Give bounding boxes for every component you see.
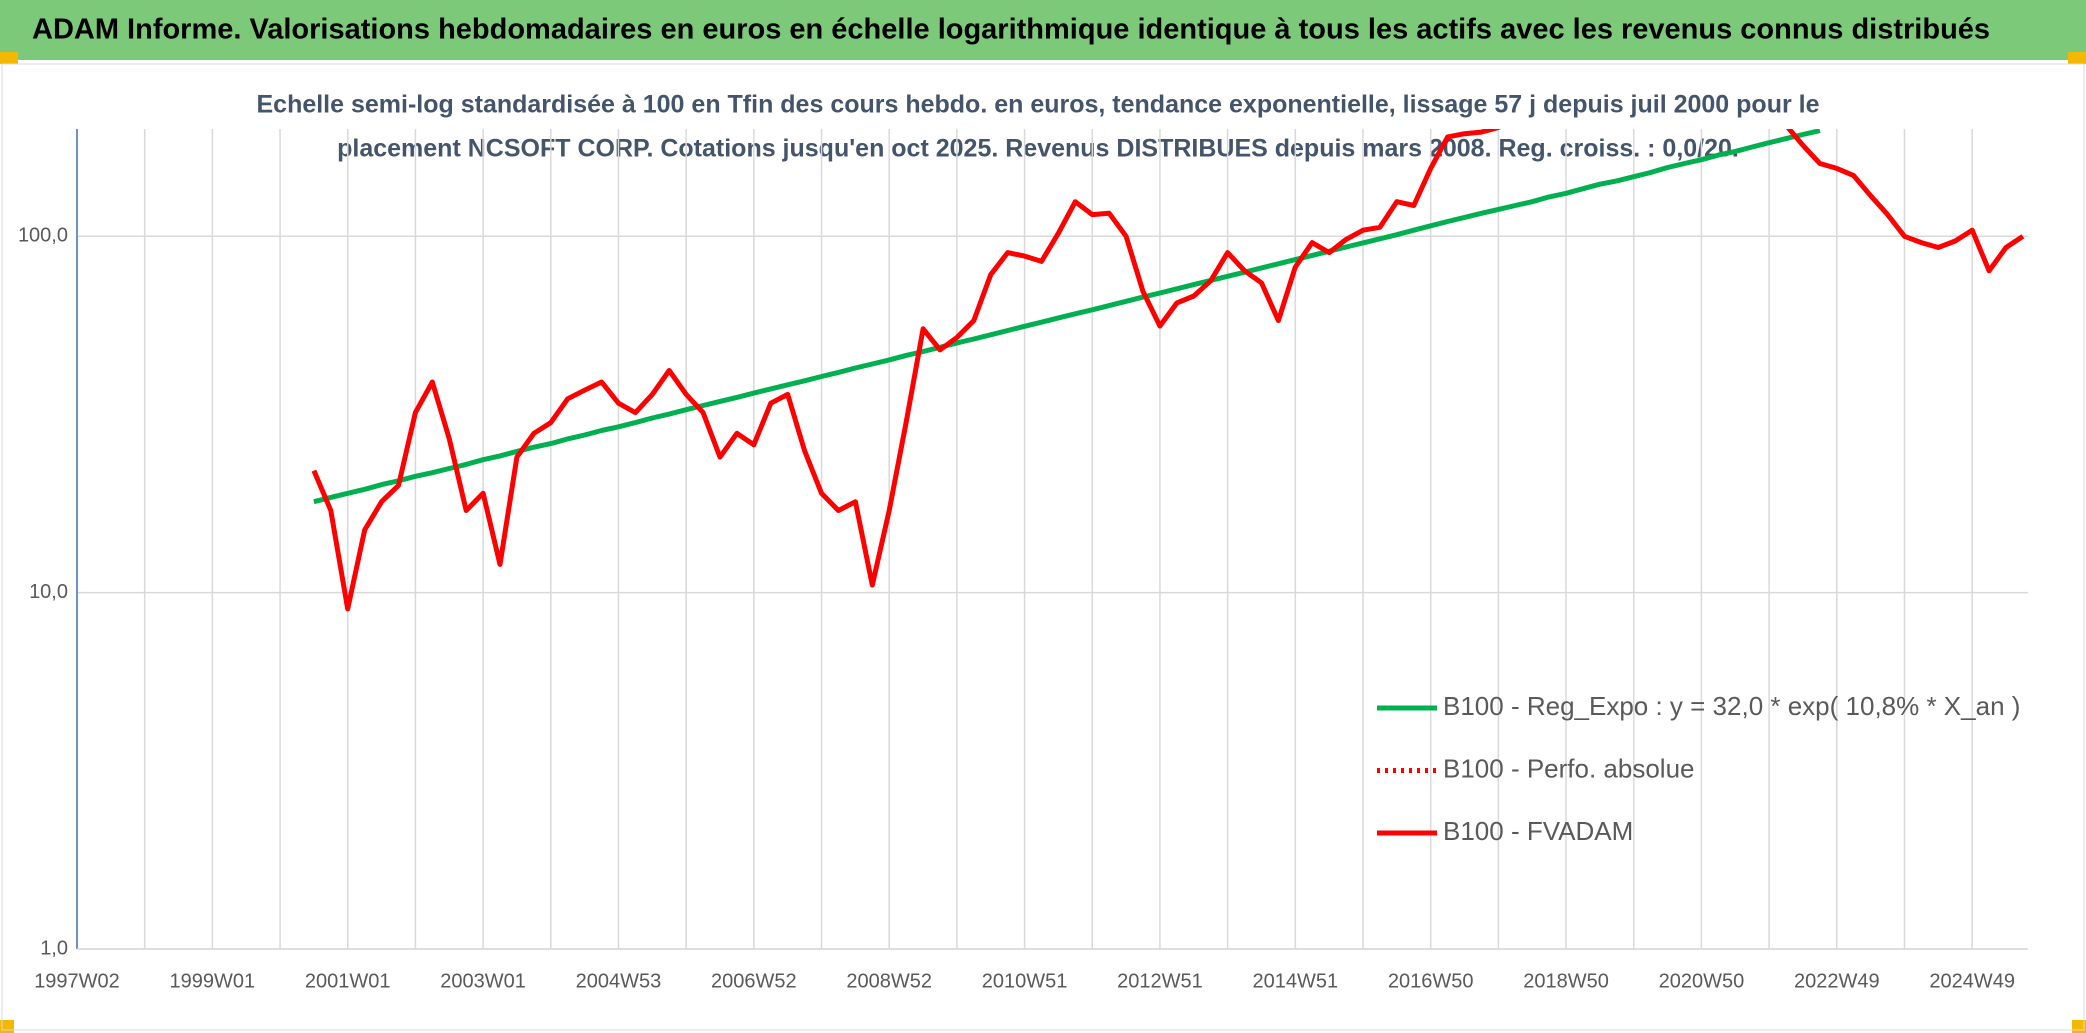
chart-subtitle: placement NCSOFT CORP. Cotations jusqu'e… <box>337 135 1739 163</box>
series-line <box>311 129 2025 612</box>
legend-label: B100 - Reg_Expo : y = 32,0 * exp( 10,8% … <box>1443 691 2020 721</box>
x-tick-label: 2024W49 <box>1929 970 2015 992</box>
x-tick-label: 2003W01 <box>440 970 526 992</box>
y-tick-label: 100,0 <box>18 225 68 247</box>
x-tick-label: 2006W52 <box>711 970 797 992</box>
series-line <box>313 129 1821 505</box>
x-tick-label: 1997W02 <box>34 970 120 992</box>
x-tick-label: 2022W49 <box>1794 970 1880 992</box>
x-tick-label: 2016W50 <box>1388 970 1474 992</box>
y-tick-label: 10,0 <box>29 581 68 603</box>
corner-mark <box>0 52 18 64</box>
frame <box>1 63 2085 1031</box>
legend-label: B100 - Perfo. absolue <box>1443 753 1695 783</box>
x-tick-label: 2004W53 <box>576 970 662 992</box>
x-tick-label: 2012W51 <box>1117 970 1203 992</box>
x-tick-label: 2001W01 <box>305 970 391 992</box>
x-tick-label: 2010W51 <box>982 970 1068 992</box>
x-tick-label: 1999W01 <box>170 970 256 992</box>
chart-subtitle: Echelle semi-log standardisée à 100 en T… <box>256 91 1819 119</box>
x-tick-label: 2018W50 <box>1523 970 1609 992</box>
x-tick-label: 2014W51 <box>1253 970 1339 992</box>
corner-mark <box>2068 52 2086 64</box>
x-tick-label: 2020W50 <box>1659 970 1745 992</box>
plot-area <box>311 129 2025 612</box>
x-tick-label: 2008W52 <box>846 970 932 992</box>
y-tick-label: 1,0 <box>40 937 68 959</box>
chart-title: ADAM Informe. Valorisations hebdomadaire… <box>32 14 1990 46</box>
header-bar <box>0 0 2086 60</box>
legend-label: B100 - FVADAM <box>1443 816 1633 846</box>
